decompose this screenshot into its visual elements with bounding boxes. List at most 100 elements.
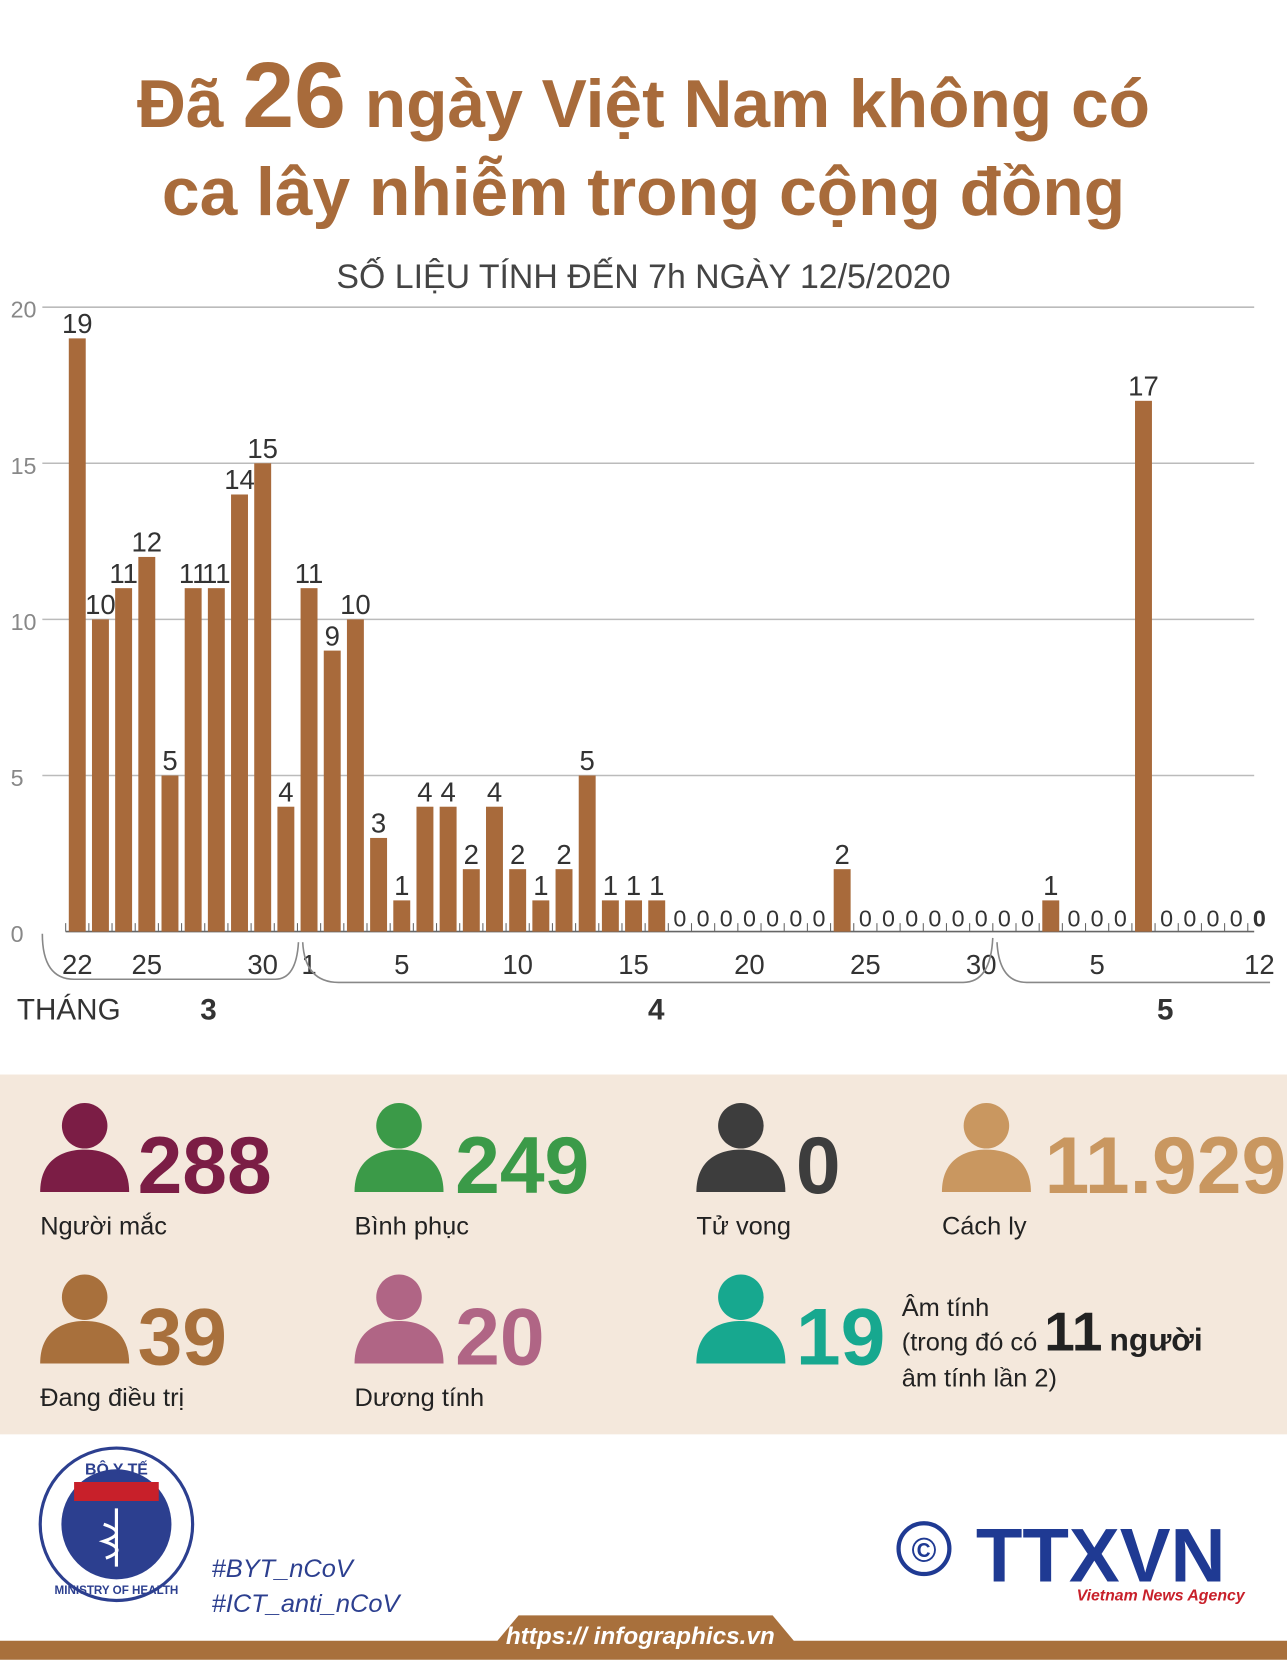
value-label: 0 [789,905,802,931]
value-label: 0 [1114,905,1127,931]
value-label: 0 [1253,905,1266,931]
x-tick-label: 30 [247,949,278,980]
bar [1135,400,1152,932]
bar [300,588,318,932]
value-label: 4 [440,776,455,807]
value-label: 15 [247,433,278,464]
value-label: 2 [464,839,479,870]
bar [833,869,851,932]
value-label: 0 [766,905,779,931]
value-label: 19 [62,308,93,339]
stat-value: 249 [455,1121,589,1211]
value-label: 0 [743,905,756,931]
negative-line-2: (trong đó có 11 người [902,1301,1203,1363]
stat-value: 20 [455,1292,544,1382]
bar [532,900,550,932]
value-label: 0 [697,905,710,931]
logo-band [74,1481,159,1502]
logo-top-text: BỘ Y TẾ [85,1460,148,1479]
value-label: 1 [626,870,641,901]
negative-before: (trong đó có [902,1329,1037,1357]
title-rest: ngày Việt Nam không có [365,67,1150,142]
bar [648,900,666,932]
value-label: 5 [580,745,595,776]
y-tick-label: 10 [11,609,37,635]
value-label: 0 [975,905,988,931]
x-tick-label: 25 [850,949,881,980]
negative-line-3: âm tính lần 2) [902,1365,1057,1393]
negative-number: 11 [1044,1301,1102,1363]
value-label: 0 [859,905,872,931]
month-bracket [41,933,300,981]
month-axis-label: THÁNG [17,993,121,1026]
value-label: 2 [835,839,850,870]
footer-bar [0,1615,1287,1660]
value-label: 0 [673,905,686,931]
y-tick-label: 0 [11,921,24,947]
value-label: 1 [394,870,409,901]
subtitle: SỐ LIỆU TÍNH ĐẾN 7h NGÀY 12/5/2020 [336,257,950,296]
bar [509,869,527,932]
value-label: 11 [295,558,324,589]
bar [161,775,179,932]
agency-sub: Vietnam News Agency [1077,1588,1246,1605]
bar [91,619,109,932]
value-label: 4 [417,776,432,807]
url: https:// infographics.vn [506,1623,775,1650]
value-label: 9 [325,620,340,651]
value-label: 17 [1128,371,1159,402]
value-label: 0 [720,905,733,931]
bar [323,650,341,932]
value-label: 10 [340,589,371,620]
bar [277,806,295,932]
x-tick-label: 5 [394,949,409,980]
value-label: 11 [109,558,138,589]
value-label: 1 [649,870,664,901]
bar [231,494,248,932]
title-line-1: Đã 26 ngày Việt Nam không có [137,43,1150,147]
copyright: © [911,1531,936,1569]
stat-value: 0 [796,1121,841,1211]
value-label: 11 [179,558,208,589]
bar [254,463,272,932]
bar [555,869,573,932]
stat-label: Dương tính [355,1384,485,1412]
value-label: 0 [1230,905,1243,931]
bar [625,900,643,932]
bar [578,775,596,932]
logo-caduceus [98,1508,119,1567]
stat-label: Đang điều trị [40,1384,184,1412]
value-label: 0 [905,905,918,931]
value-label: 0 [1021,905,1034,931]
stat-label: Người mắc [40,1211,167,1240]
title-line-2: ca lây nhiễm trong cộng đồng [162,154,1125,230]
title-prefix: Đã [137,67,224,142]
x-tick-label: 20 [734,949,765,980]
value-label: 1 [603,870,618,901]
value-label: 0 [1067,905,1080,931]
bar [138,556,156,932]
bar [68,338,86,932]
bar [439,806,457,932]
value-label: 2 [556,839,571,870]
value-label: 11 [202,558,231,589]
agency: TTXVN [976,1513,1226,1598]
value-label: 1 [1043,870,1058,901]
month-bracket [996,942,1271,984]
bar [184,588,202,932]
value-label: 0 [952,905,965,931]
month-label: 3 [200,993,216,1026]
value-label: 0 [882,905,895,931]
bar [370,837,388,932]
x-tick-label: 25 [132,949,163,980]
y-tick-label: 15 [11,453,37,479]
bar [462,869,480,932]
bar [601,900,619,932]
value-label: 10 [85,589,116,620]
value-label: 12 [132,527,163,558]
bar [207,588,225,932]
value-label: 0 [998,905,1011,931]
